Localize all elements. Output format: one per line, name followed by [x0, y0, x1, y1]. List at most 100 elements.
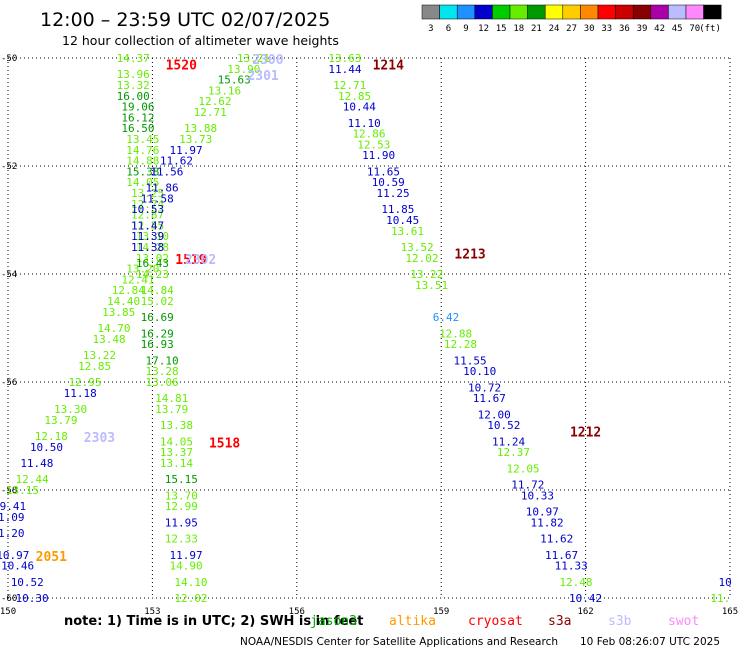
swh-point: 14.05 [160, 435, 193, 448]
y-tick-label: -58 [1, 486, 17, 496]
satellite-name: altika [389, 614, 436, 629]
swh-point: 12.84 [112, 284, 145, 297]
y-tick-label: -54 [1, 270, 17, 280]
swh-point: 13.16 [208, 84, 241, 97]
legend-swatch [474, 4, 493, 20]
swh-point: 11.56 [150, 165, 183, 178]
swh-point: 11.67 [545, 549, 578, 562]
y-tick-label: -52 [1, 162, 17, 172]
swh-point: 11.62 [540, 533, 573, 546]
swh-point: 10.97 [0, 549, 29, 562]
legend-label: 42 [654, 24, 665, 34]
swh-point: 13.06 [145, 376, 178, 389]
swh-point: 15.02 [141, 295, 174, 308]
swh-point: 10.33 [521, 489, 554, 502]
swh-point: 14.28 [136, 241, 169, 254]
time-label: 2302 [185, 253, 216, 268]
legend-swatch [562, 4, 581, 20]
swh-point: 13.70 [165, 489, 198, 502]
swh-point: 12.05 [506, 462, 539, 475]
x-tick-label: 159 [433, 607, 449, 617]
swh-point: 13.52 [401, 241, 434, 254]
legend-swatch [580, 4, 599, 20]
legend-swatch [527, 4, 546, 20]
swh-point: 6.42 [433, 311, 460, 324]
chart-title: 12:00 – 23:59 UTC 02/07/2025 [40, 9, 330, 31]
swh-point: 13.10 [136, 230, 169, 243]
swh-point: 16.69 [141, 311, 174, 324]
swh-point: 16.12 [121, 111, 154, 124]
swh-point: 13.22 [410, 268, 443, 281]
legend-label: 9 [463, 24, 468, 34]
swh-point: 11.38 [131, 241, 164, 254]
time-label: 1518 [209, 436, 240, 451]
legend-swatch [456, 4, 476, 20]
legend-label: 33 [601, 24, 612, 34]
swh-point: 14.10 [174, 576, 207, 589]
swh-point: 15.38 [126, 165, 159, 178]
legend-swatch [492, 4, 511, 20]
swh-point: 13.37 [160, 446, 193, 459]
time-label: 2303 [84, 431, 115, 446]
x-tick-label: 153 [144, 607, 160, 617]
swh-point: 12.33 [165, 533, 198, 546]
color-legend: 3 6 9 12 15 18 21 24 27 30 33 36 39 42 45 70(ft) [421, 4, 722, 34]
swh-point: 13.85 [102, 306, 135, 319]
swh-point: 11.24 [492, 435, 525, 448]
swh-point: 11.65 [367, 165, 400, 178]
swh-point: 14.90 [170, 560, 203, 573]
y-tick-label: -50 [1, 54, 17, 64]
swh-point: 14.70 [97, 322, 130, 335]
satellite-name: cryosat [468, 614, 523, 629]
legend-swatch [703, 4, 722, 20]
swh-point: 15.63 [218, 74, 251, 87]
swh-point: 13.79 [44, 414, 77, 427]
swh-point: 13.79 [155, 403, 188, 416]
footer-note: note: 1) Time is in UTC; 2) SWH is in fe… [64, 614, 363, 629]
swh-point: 14.76 [126, 144, 159, 157]
swh-point: 19.06 [121, 101, 154, 114]
swh-point: 12.48 [559, 576, 592, 589]
time-label: 2301 [247, 69, 278, 84]
time-label: 1212 [570, 426, 601, 441]
swh-point: 10.42 [569, 592, 602, 605]
swh-point: 13.22 [83, 349, 116, 362]
swh-point: 12.37 [497, 446, 530, 459]
swh-point: 11.48 [20, 457, 53, 470]
legend-label: 70 [689, 24, 700, 34]
swh-point: 14.23 [136, 268, 169, 281]
swh-point: 12.02 [405, 252, 438, 265]
swh-point: 13.02 [136, 252, 169, 265]
swh-point: 10.30 [16, 592, 49, 605]
swh-point: 10.52 [11, 576, 44, 589]
plot-area: 150 153 156 159 162 165 -50 -52 -54 -56 -58 -60 14.3… [0, 52, 738, 617]
x-tick-label: 165 [722, 607, 738, 617]
y-tick-label: -56 [1, 378, 17, 388]
legend-unit: (ft) [699, 24, 721, 34]
swh-point: 11.97 [170, 144, 203, 157]
legend-label: 18 [513, 24, 524, 34]
swh-point: 13.32 [117, 79, 150, 92]
swh-point: 13.25 [131, 187, 164, 200]
swh-point: 12.85 [338, 90, 371, 103]
time-label: 1519 [175, 253, 206, 268]
swh-point: 12.18 [35, 430, 68, 443]
swh-point: 13.48 [93, 333, 126, 346]
swh-point: 13.45 [126, 133, 159, 146]
swh-point: 14.40 [107, 295, 140, 308]
swh-point: 12.28 [444, 338, 477, 351]
swh-point: 16.93 [141, 338, 174, 351]
swh-point: 13.73 [179, 133, 212, 146]
legend-label: 45 [672, 24, 683, 34]
time-label: 1214 [373, 58, 404, 73]
x-tick-label: 162 [577, 607, 593, 617]
swh-point: 16.29 [141, 327, 174, 340]
legend-label: 36 [619, 24, 630, 34]
footer-timestamp: 10 Feb 08:26:07 UTC 2025 [580, 636, 720, 648]
swh-point: 11.86 [145, 182, 178, 195]
swh-point: 11.20 [0, 527, 25, 540]
swh-point: 11.95 [165, 516, 198, 529]
swh-point: 11.09 [0, 511, 25, 524]
swh-point: 12.85 [78, 360, 111, 373]
